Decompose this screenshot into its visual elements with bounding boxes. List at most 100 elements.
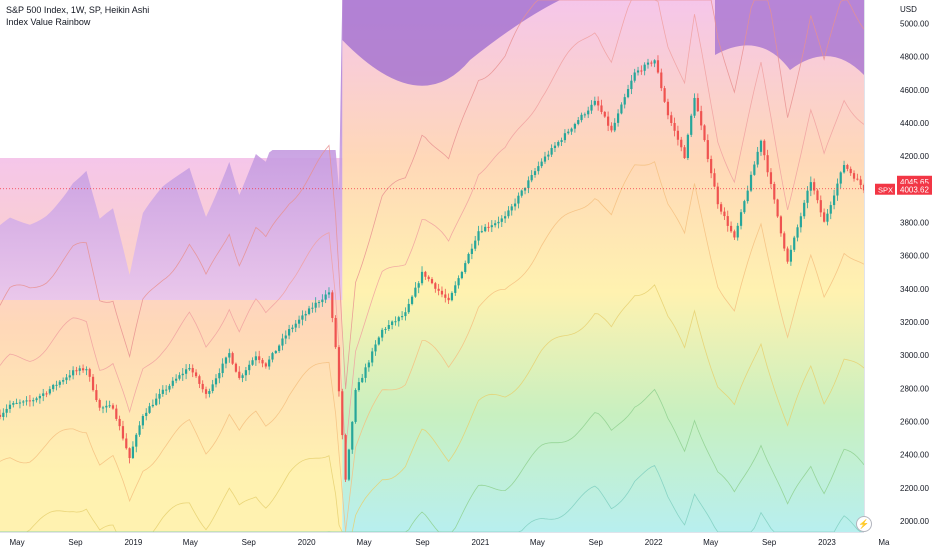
candle-up [540, 161, 543, 167]
candle-down [656, 60, 660, 73]
x-tick-label: 2019 [124, 538, 142, 547]
candle-up [181, 373, 184, 376]
candle-down [118, 418, 121, 427]
candle-up [351, 421, 354, 450]
candle-up [590, 104, 593, 111]
y-tick-label: 3800.00 [900, 219, 929, 228]
candle-down [600, 105, 603, 112]
candle-up [374, 344, 377, 352]
candle-up [8, 404, 12, 409]
candle-down [204, 389, 208, 394]
candle-up [457, 278, 460, 286]
candle-up [218, 373, 221, 379]
price-tag-high-text: 4045.65 [900, 178, 929, 187]
y-tick-label: 4400.00 [900, 119, 929, 128]
candle-up [248, 364, 251, 371]
candle-up [35, 398, 38, 401]
candle-up [450, 292, 454, 301]
candle-up [78, 368, 81, 371]
symbol-title[interactable]: S&P 500 Index, 1W, SP, Heikin Ashi [6, 5, 150, 15]
candle-down [234, 363, 238, 372]
candle-down [852, 173, 856, 179]
rainbow-line [0, 161, 865, 532]
x-tick-label: May [703, 538, 718, 547]
candle-down [823, 212, 826, 222]
candle-down [430, 279, 434, 284]
candle-up [301, 315, 304, 320]
candle-down [696, 97, 699, 112]
candle-down [846, 165, 849, 169]
candle-up [175, 378, 178, 381]
candle-up [404, 312, 407, 317]
candle-down [191, 368, 194, 373]
candle-up [52, 384, 55, 390]
candle-up [391, 321, 394, 326]
candle-up [158, 393, 161, 399]
candle-down [28, 400, 32, 402]
candle-up [507, 210, 510, 217]
candle-up [613, 122, 616, 131]
indicator-title[interactable]: Index Value Rainbow [6, 17, 91, 27]
candle-down [716, 186, 719, 205]
lightning-icon[interactable]: ⚡ [856, 516, 872, 532]
candle-down [447, 297, 450, 301]
candle-up [108, 405, 111, 407]
candle-up [284, 335, 287, 339]
candle-up [826, 213, 829, 222]
price-tag-current [897, 183, 932, 195]
candle-up [484, 226, 487, 232]
price-axis-panel [864, 0, 932, 550]
candle-up [567, 131, 570, 134]
price-tag-symbol [875, 183, 895, 195]
candle-up [307, 308, 311, 314]
candle-down [859, 179, 862, 186]
candle-up [384, 328, 387, 330]
candle-down [813, 182, 816, 191]
candle-up [517, 195, 520, 204]
candle-up [321, 299, 324, 303]
candle-up [620, 104, 623, 114]
price-tag-high [897, 175, 932, 187]
candle-up [101, 407, 105, 409]
candle-down [487, 226, 490, 228]
candle-up [324, 294, 327, 300]
y-tick-label: 3600.00 [900, 252, 929, 261]
candle-up [577, 120, 580, 124]
candle-down [786, 248, 789, 262]
candle-up [387, 325, 390, 329]
candle-up [42, 393, 45, 396]
candle-up [570, 128, 573, 132]
candle-down [194, 372, 198, 377]
candle-up [746, 190, 749, 202]
candle-up [327, 292, 331, 295]
candle-up [241, 375, 244, 378]
candle-up [743, 201, 746, 213]
candle-up [221, 363, 224, 374]
candle-up [228, 353, 231, 358]
candle-down [261, 359, 264, 364]
y-tick-label: 2000.00 [900, 517, 929, 526]
y-tick-label: 3400.00 [900, 285, 929, 294]
candle-down [444, 294, 447, 298]
x-tick-label: Sep [589, 538, 604, 547]
candle-up [543, 156, 547, 162]
x-tick-label: 2022 [645, 538, 663, 547]
candle-down [650, 62, 653, 64]
candle-down [670, 115, 673, 123]
candle-up [653, 60, 656, 64]
candle-up [563, 133, 567, 141]
candle-down [91, 376, 95, 391]
x-tick-label: Sep [68, 538, 83, 547]
candle-up [523, 188, 527, 191]
candle-down [125, 438, 128, 449]
candle-up [557, 142, 560, 146]
candle-up [560, 140, 563, 143]
candle-down [783, 233, 786, 249]
candle-up [789, 249, 792, 262]
candle-down [427, 276, 430, 280]
candle-up [527, 180, 530, 189]
candle-up [736, 225, 739, 238]
x-tick-label: May [10, 538, 25, 547]
